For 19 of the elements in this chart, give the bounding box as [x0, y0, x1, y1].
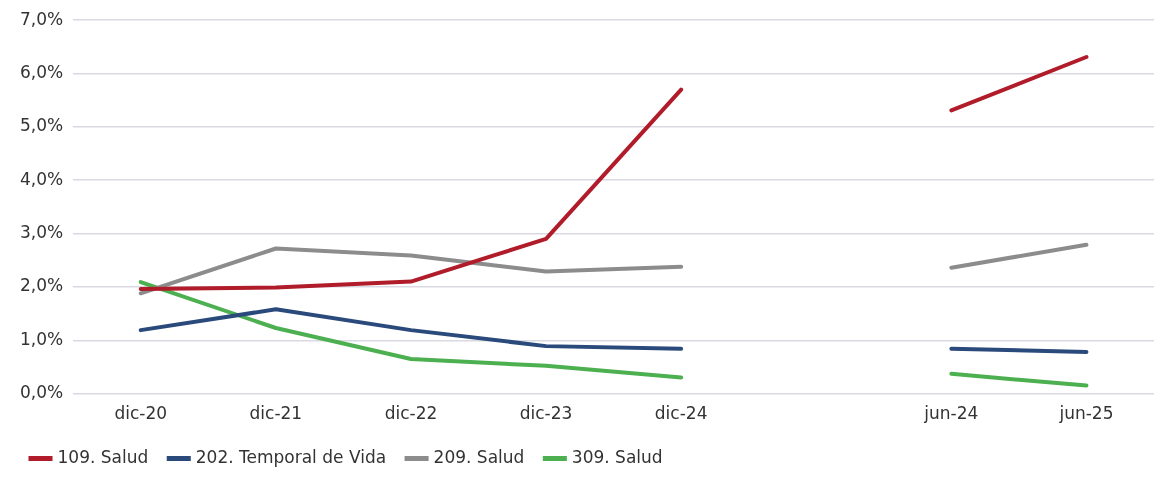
- legend-label: 109. Salud: [57, 446, 149, 467]
- legend-label: 202. Temporal de Vida: [195, 446, 387, 467]
- y-tick-label: 0,0%: [19, 382, 64, 403]
- legend-label: 309. Salud: [571, 446, 663, 467]
- x-tick-label: dic-24: [654, 403, 708, 424]
- x-tick-label: jun-24: [923, 403, 979, 424]
- y-tick-label: 7,0%: [19, 8, 64, 29]
- y-tick-label: 6,0%: [19, 61, 64, 82]
- y-tick-label: 5,0%: [19, 115, 64, 136]
- y-tick-label: 3,0%: [19, 221, 64, 242]
- legend-label: 209. Salud: [433, 446, 525, 467]
- x-tick-label: dic-20: [114, 403, 168, 424]
- x-tick-label: dic-23: [519, 403, 573, 424]
- x-tick-label: dic-22: [384, 403, 438, 424]
- y-tick-label: 2,0%: [19, 275, 64, 296]
- y-tick-label: 4,0%: [19, 168, 64, 189]
- x-tick-label: jun-25: [1058, 403, 1114, 424]
- x-tick-label: dic-21: [249, 403, 303, 424]
- y-tick-label: 1,0%: [19, 328, 64, 349]
